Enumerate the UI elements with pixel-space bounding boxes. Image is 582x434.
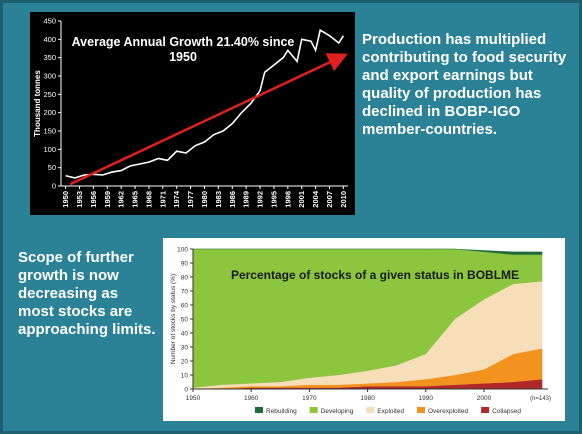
legend-swatch	[309, 407, 318, 413]
x-tick-label: 1956	[89, 191, 98, 208]
area-band	[193, 248, 543, 255]
y-tick-label: 0	[184, 387, 188, 394]
x-tick-label: 1998	[283, 191, 292, 208]
x-tick-label: 1977	[186, 191, 195, 208]
x-tick-label: 1970	[302, 395, 317, 402]
x-tick-label: 1989	[242, 191, 251, 208]
y-tick-label: 350	[43, 53, 56, 62]
legend-swatch	[255, 407, 263, 413]
x-tick-label: 1960	[244, 395, 259, 402]
x-tick-label: 1980	[360, 395, 375, 402]
y-tick-label: 80	[181, 275, 189, 282]
y-tick-label: 150	[43, 127, 56, 136]
y-tick-label: 100	[177, 247, 188, 254]
x-tick-label: 1983	[214, 191, 223, 208]
y-tick-label: 30	[181, 345, 189, 352]
data-line	[65, 28, 345, 179]
legend-label: Rebuilding	[266, 408, 297, 415]
y-tick-label: 50	[181, 317, 189, 324]
x-tick-label: 1965	[131, 191, 140, 208]
y-tick-label: 100	[43, 145, 56, 154]
x-tick-label: 2010	[339, 191, 348, 208]
x-tick-label: 2000	[477, 395, 492, 402]
y-tick-label: 450	[43, 17, 56, 26]
x-tick-label: 2004	[311, 190, 320, 208]
y-tick-label: 250	[43, 90, 56, 99]
legend-label: Exploited	[377, 408, 404, 415]
x-tick-label: 1962	[117, 191, 126, 208]
x-tick-label: 2001	[297, 191, 306, 208]
x-tick-label: 1968	[144, 191, 153, 208]
x-tick-label: 1992	[256, 191, 265, 208]
x-tick-label: 1950	[61, 191, 70, 208]
y-tick-label: 50	[48, 163, 56, 172]
legend-label: Developing	[321, 408, 354, 415]
y-tick-label: 0	[52, 182, 56, 191]
x-tick-label: 1995	[269, 191, 278, 208]
x-tick-label: 2007	[325, 191, 334, 208]
x-tick-label: 1953	[75, 191, 84, 208]
x-tick-label: 1959	[103, 191, 112, 208]
x-tick-label: 1986	[228, 191, 237, 208]
chart-title: Average Annual Growth 21.40% since 1950	[71, 35, 295, 64]
y-tick-label: 400	[43, 35, 56, 44]
y-axis-label: Thousand tonnes	[33, 70, 42, 137]
y-tick-label: 70	[181, 289, 189, 296]
legend-swatch	[366, 407, 375, 413]
legend-swatch	[481, 407, 490, 413]
note: (n=143)	[530, 396, 551, 402]
chart-title: Percentage of stocks of a given status i…	[231, 268, 519, 282]
y-tick-label: 20	[181, 359, 189, 366]
y-tick-label: 90	[181, 261, 189, 268]
body-text: Production has multiplied contributing t…	[362, 31, 567, 138]
x-tick-label: 1950	[186, 395, 201, 402]
y-tick-label: 200	[43, 108, 56, 117]
y-tick-label: 300	[43, 72, 56, 81]
y-tick-label: 10	[181, 373, 189, 380]
y-axis-label: Number of stocks by status (%)	[170, 274, 177, 364]
legend-label: Collapsed	[492, 408, 521, 415]
trend-arrow	[69, 53, 348, 186]
x-tick-label: 1990	[419, 395, 434, 402]
x-tick-label: 1974	[172, 190, 181, 208]
legend-label: Overexploited	[428, 408, 468, 415]
x-tick-label: 1971	[158, 191, 167, 208]
y-tick-label: 40	[181, 331, 189, 338]
x-tick-label: 1980	[200, 191, 209, 208]
body-text: Scope of further growth is now decreasin…	[18, 249, 156, 338]
legend-swatch	[417, 407, 425, 413]
y-tick-label: 60	[181, 303, 189, 310]
